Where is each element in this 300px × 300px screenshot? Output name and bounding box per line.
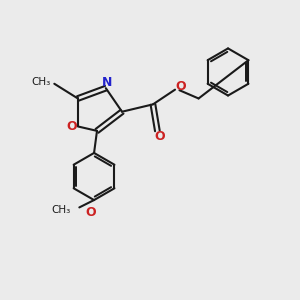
Text: CH₃: CH₃ — [51, 206, 70, 215]
Text: O: O — [66, 120, 77, 133]
Text: CH₃: CH₃ — [32, 77, 51, 87]
Text: N: N — [102, 76, 112, 89]
Text: O: O — [85, 206, 96, 219]
Text: O: O — [154, 130, 165, 143]
Text: O: O — [175, 80, 186, 93]
